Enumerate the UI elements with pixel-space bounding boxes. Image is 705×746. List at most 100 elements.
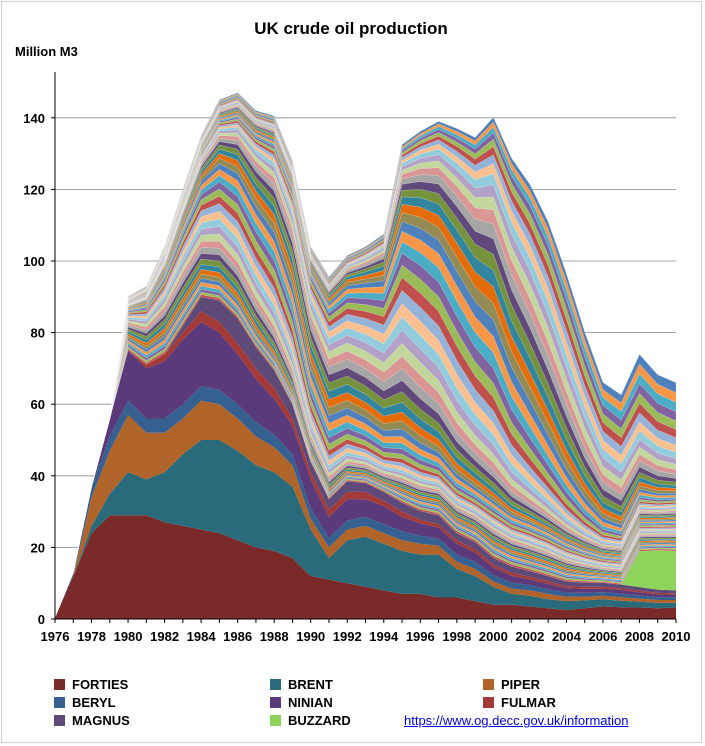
x-tick-label-1984: 1984 — [187, 629, 217, 644]
y-tick-label-100: 100 — [23, 254, 45, 269]
other-field-area-56 — [54, 96, 677, 618]
other-field-area-13 — [54, 240, 677, 618]
other-field-area-3 — [54, 288, 677, 618]
y-tick-label-140: 140 — [23, 111, 45, 126]
other-field-area-27 — [54, 148, 677, 618]
legend-label: MAGNUS — [72, 713, 130, 728]
x-tick-label-1996: 1996 — [406, 629, 435, 644]
other-field-area-46 — [54, 108, 677, 618]
x-tick-label-2002: 2002 — [515, 629, 544, 644]
other-field-area-7 — [54, 273, 677, 618]
area-layers — [54, 92, 677, 619]
other-field-area-24 — [54, 163, 677, 618]
other-field-area-8 — [54, 269, 677, 618]
y-tick-label-20: 20 — [31, 540, 45, 555]
x-tick-label-1978: 1978 — [77, 629, 106, 644]
legend-label: NINIAN — [288, 695, 333, 710]
x-tick-label-1982: 1982 — [150, 629, 179, 644]
other-field-area-36 — [54, 122, 677, 618]
other-field-area-33 — [54, 129, 677, 618]
x-tick-label-1988: 1988 — [260, 629, 289, 644]
legend-item-piper: PIPER — [483, 677, 540, 692]
legend-swatch — [483, 679, 494, 690]
other-field-area-32 — [54, 132, 677, 618]
y-tick-label-40: 40 — [31, 469, 45, 484]
other-field-area-21 — [54, 181, 677, 618]
other-field-area-16 — [54, 218, 677, 618]
other-field-area-19 — [54, 195, 677, 618]
other-field-area-9 — [54, 264, 677, 618]
other-field-area-34 — [54, 126, 677, 618]
other-field-area-30 — [54, 138, 677, 618]
legend-item-magnus: MAGNUS — [54, 713, 130, 728]
other-field-area-12 — [54, 247, 677, 618]
legend-item-forties: FORTIES — [54, 677, 128, 692]
other-field-area-59 — [54, 93, 677, 618]
other-field-area-60 — [54, 92, 677, 618]
series-area-magnus — [55, 296, 676, 618]
legend-swatch — [54, 679, 65, 690]
other-field-area-18 — [54, 203, 677, 618]
other-field-area-58 — [54, 94, 677, 618]
other-field-area-26 — [54, 153, 677, 618]
other-field-area-22 — [54, 175, 677, 618]
legend-item-brent: BRENT — [270, 677, 333, 692]
y-axis-label: Million M3 — [15, 44, 78, 59]
other-field-area-28 — [54, 144, 677, 618]
x-tick-label-1990: 1990 — [296, 629, 325, 644]
other-field-area-47 — [54, 106, 677, 618]
other-field-area-54 — [54, 99, 677, 618]
chart-title: UK crude oil production — [254, 19, 448, 38]
other-field-area-45 — [54, 109, 677, 618]
y-tick-label-120: 120 — [23, 182, 45, 197]
other-field-area-39 — [54, 117, 677, 618]
other-field-area-2 — [54, 291, 677, 618]
other-field-area-35 — [54, 124, 677, 618]
legend-label: BUZZARD — [288, 713, 351, 728]
x-tick-label-1986: 1986 — [223, 629, 252, 644]
series-area-forties — [55, 515, 676, 619]
other-field-area-42 — [54, 112, 677, 618]
other-field-area-17 — [54, 210, 677, 618]
other-field-area-11 — [54, 253, 677, 618]
other-field-area-51 — [54, 102, 677, 618]
other-field-area-23 — [54, 169, 677, 618]
other-field-area-25 — [54, 157, 677, 618]
other-field-area-37 — [54, 120, 677, 618]
x-tick-label-1976: 1976 — [41, 629, 70, 644]
legend-item-fulmar: FULMAR — [483, 695, 556, 710]
other-field-area-31 — [54, 135, 677, 618]
x-tick-label-2000: 2000 — [479, 629, 508, 644]
legend-label: BERYL — [72, 695, 116, 710]
legend-swatch — [270, 715, 281, 726]
other-field-area-20 — [54, 188, 677, 618]
other-field-area-15 — [54, 226, 677, 618]
x-tick-label-2008: 2008 — [625, 629, 654, 644]
other-field-area-29 — [54, 141, 677, 618]
legend-label: BRENT — [288, 677, 333, 692]
x-tick-label-1992: 1992 — [333, 629, 362, 644]
other-field-area-52 — [54, 101, 677, 618]
legend-item-beryl: BERYL — [54, 695, 116, 710]
x-tick-label-2010: 2010 — [662, 629, 691, 644]
legend-label: PIPER — [501, 677, 541, 692]
x-tick-label-1998: 1998 — [442, 629, 471, 644]
x-tick-label-2006: 2006 — [588, 629, 617, 644]
other-field-area-40 — [54, 115, 677, 618]
y-tick-label-0: 0 — [38, 612, 45, 627]
series-area-beryl — [55, 386, 676, 618]
x-tick-label-1994: 1994 — [369, 629, 399, 644]
other-field-area-14 — [54, 233, 677, 618]
other-field-area-5 — [54, 282, 677, 618]
axes: 0 20 40 60 80 100 120 140 1976 1978 1980 1982 1984 19… — [23, 72, 690, 644]
legend-swatch — [270, 697, 281, 708]
other-field-area-4 — [54, 285, 677, 618]
other-field-area-41 — [54, 114, 677, 618]
y-tick-label-80: 80 — [31, 326, 45, 341]
source-link[interactable]: https://www.og.decc.gov.uk/information — [404, 713, 629, 728]
legend-swatch — [54, 697, 65, 708]
other-field-area-55 — [54, 98, 677, 618]
legend-item-buzzard: BUZZARD — [270, 713, 351, 728]
